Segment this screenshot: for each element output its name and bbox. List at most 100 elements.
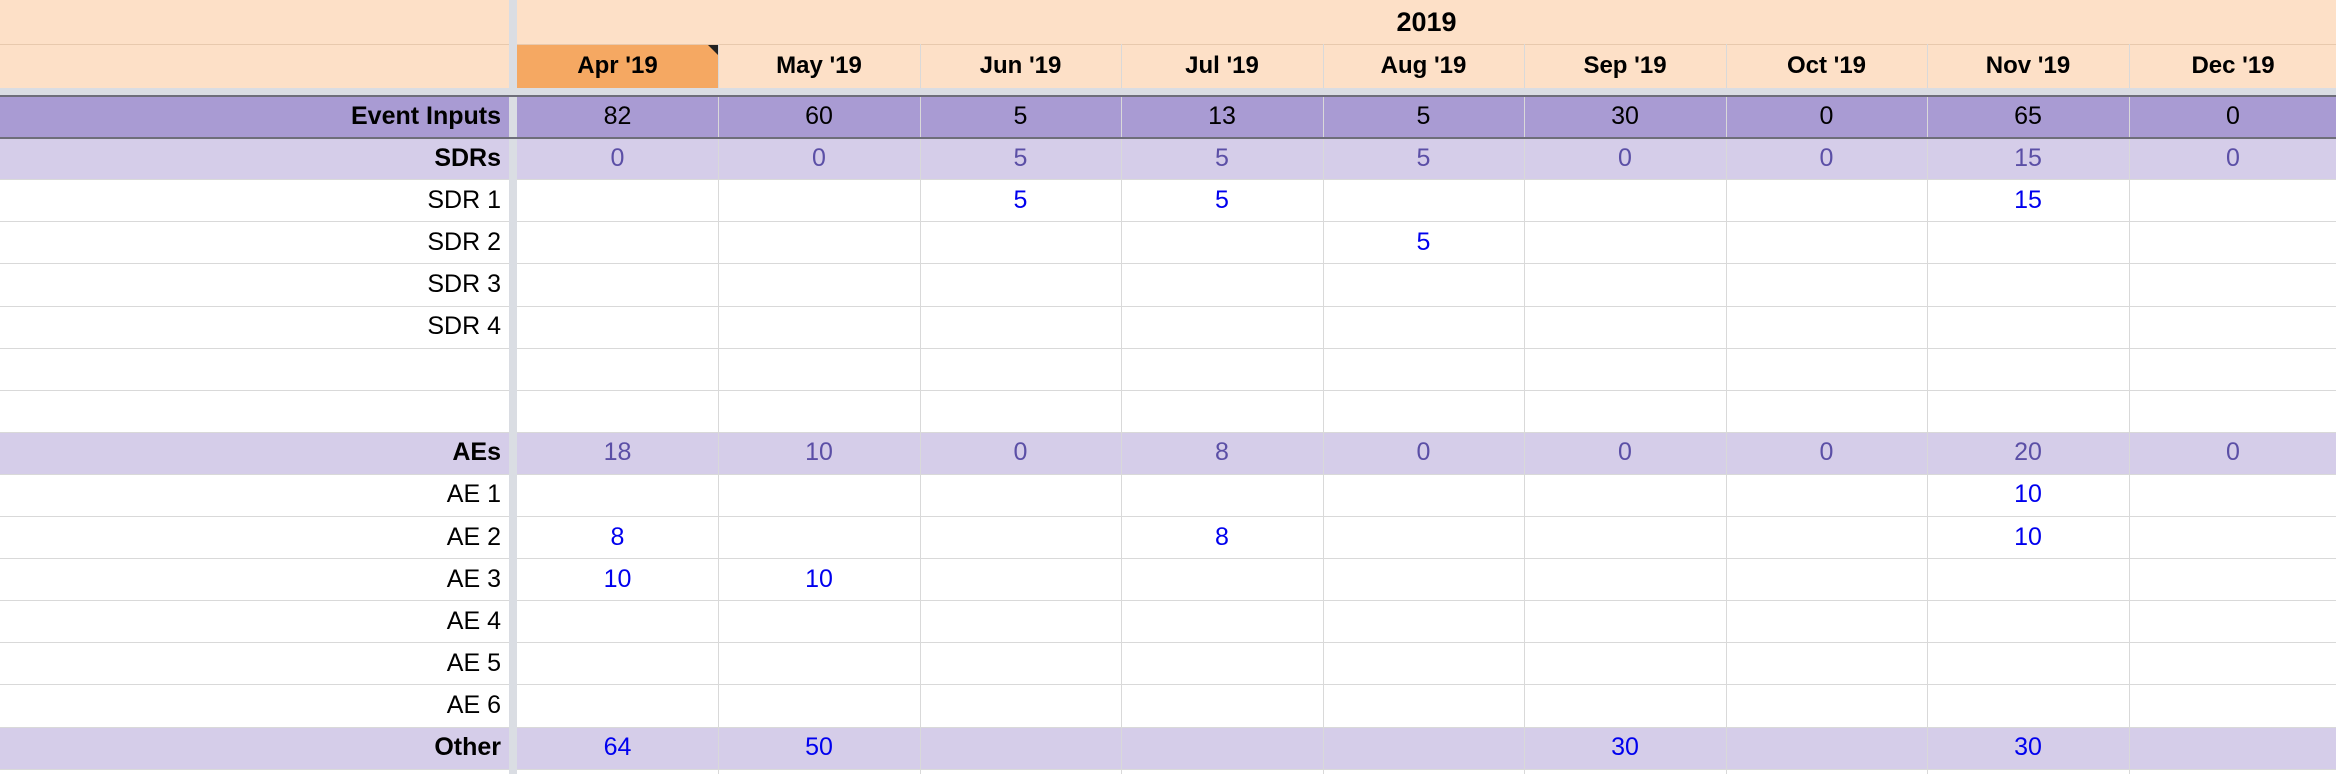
cell-r12-c2[interactable] [920, 600, 1121, 643]
frozen-row-divider[interactable] [0, 88, 2336, 95]
cell-r7-c0[interactable] [517, 389, 718, 432]
row-label-7[interactable] [0, 389, 509, 432]
cell-r11-c5[interactable] [1524, 558, 1726, 601]
cell-r7-c4[interactable] [1323, 389, 1524, 432]
cell-r6-c5[interactable] [1524, 347, 1726, 390]
row-label-13[interactable]: AE 5 [0, 642, 509, 685]
cell-r9-c3[interactable] [1121, 473, 1323, 516]
row-label-12[interactable]: AE 4 [0, 600, 509, 643]
row-label-11[interactable]: AE 3 [0, 558, 509, 601]
cell-r1-c0[interactable]: 0 [517, 137, 718, 180]
cell-r8-c7[interactable]: 20 [1927, 431, 2129, 474]
cell-r0-c2[interactable]: 5 [920, 95, 1121, 138]
row-label-8[interactable]: AEs [0, 431, 509, 474]
cell-r6-c4[interactable] [1323, 347, 1524, 390]
row-label-6[interactable] [0, 347, 509, 390]
month-header-8[interactable]: Dec '19 [2129, 44, 2336, 88]
cell-r7-c8[interactable] [2129, 389, 2336, 432]
cell-r12-c5[interactable] [1524, 600, 1726, 643]
cell-r6-c2[interactable] [920, 347, 1121, 390]
cell-r14-c7[interactable] [1927, 684, 2129, 727]
row-label-3[interactable]: SDR 2 [0, 221, 509, 264]
cell-r9-c4[interactable] [1323, 473, 1524, 516]
cell-r10-c7[interactable]: 10 [1927, 516, 2129, 559]
row-label-15[interactable]: Other [0, 726, 509, 769]
cell-r10-c0[interactable]: 8 [517, 516, 718, 559]
cell-r11-c0[interactable]: 10 [517, 558, 718, 601]
cell-r3-c3[interactable] [1121, 221, 1323, 264]
cell-r4-c4[interactable] [1323, 263, 1524, 306]
cell-r5-c8[interactable] [2129, 305, 2336, 348]
cell-r12-c7[interactable] [1927, 600, 2129, 643]
month-header-4[interactable]: Aug '19 [1323, 44, 1524, 88]
month-header-3[interactable]: Jul '19 [1121, 44, 1323, 88]
cell-r0-c6[interactable]: 0 [1726, 95, 1927, 138]
cell-r12-c8[interactable] [2129, 600, 2336, 643]
cell-r1-c8[interactable]: 0 [2129, 137, 2336, 180]
cell-r3-c7[interactable] [1927, 221, 2129, 264]
cell-r5-c0[interactable] [517, 305, 718, 348]
cell-r10-c4[interactable] [1323, 516, 1524, 559]
cell-r0-c8[interactable]: 0 [2129, 95, 2336, 138]
cell-r15-c8[interactable] [2129, 726, 2336, 769]
month-header-0[interactable]: Apr '19 [517, 44, 718, 88]
cell-r13-c8[interactable] [2129, 642, 2336, 685]
cell-r11-c1[interactable]: 10 [718, 558, 920, 601]
cell-r1-c1[interactable]: 0 [718, 137, 920, 180]
cell-r11-c4[interactable] [1323, 558, 1524, 601]
cell-r13-c5[interactable] [1524, 642, 1726, 685]
cell-r9-c2[interactable] [920, 473, 1121, 516]
cell-r6-c8[interactable] [2129, 347, 2336, 390]
cell-r12-c3[interactable] [1121, 600, 1323, 643]
cell-r10-c8[interactable] [2129, 516, 2336, 559]
cell-r8-c8[interactable]: 0 [2129, 431, 2336, 474]
cell-r1-c7[interactable]: 15 [1927, 137, 2129, 180]
cell-r5-c2[interactable] [920, 305, 1121, 348]
header-corner-cell[interactable] [0, 44, 509, 88]
cell-r4-c0[interactable] [517, 263, 718, 306]
cell-r3-c8[interactable] [2129, 221, 2336, 264]
cell-r2-c0[interactable] [517, 179, 718, 222]
cell-r3-c6[interactable] [1726, 221, 1927, 264]
cell-r13-c0[interactable] [517, 642, 718, 685]
cell-r5-c7[interactable] [1927, 305, 2129, 348]
cell-r5-c5[interactable] [1524, 305, 1726, 348]
cell-r4-c1[interactable] [718, 263, 920, 306]
cell-r6-c6[interactable] [1726, 347, 1927, 390]
cell-r0-c4[interactable]: 5 [1323, 95, 1524, 138]
cell-r5-c1[interactable] [718, 305, 920, 348]
cell-r2-c6[interactable] [1726, 179, 1927, 222]
month-header-1[interactable]: May '19 [718, 44, 920, 88]
cell-r4-c8[interactable] [2129, 263, 2336, 306]
cell-r14-c8[interactable] [2129, 684, 2336, 727]
cell-r8-c1[interactable]: 10 [718, 431, 920, 474]
row-label-9[interactable]: AE 1 [0, 473, 509, 516]
cell-r15-c1[interactable]: 50 [718, 726, 920, 769]
cell-r13-c4[interactable] [1323, 642, 1524, 685]
cell-r14-c0[interactable] [517, 684, 718, 727]
month-header-5[interactable]: Sep '19 [1524, 44, 1726, 88]
cell-r15-c3[interactable] [1121, 726, 1323, 769]
cell-r11-c6[interactable] [1726, 558, 1927, 601]
cell-r7-c5[interactable] [1524, 389, 1726, 432]
cell-r11-c3[interactable] [1121, 558, 1323, 601]
cell-r14-c1[interactable] [718, 684, 920, 727]
cell-r10-c1[interactable] [718, 516, 920, 559]
cell-r0-c3[interactable]: 13 [1121, 95, 1323, 138]
cell-r9-c5[interactable] [1524, 473, 1726, 516]
cell-r2-c4[interactable] [1323, 179, 1524, 222]
cell-r12-c6[interactable] [1726, 600, 1927, 643]
cell-r5-c3[interactable] [1121, 305, 1323, 348]
cell-r13-c7[interactable] [1927, 642, 2129, 685]
cell-r13-c3[interactable] [1121, 642, 1323, 685]
cell-r7-c6[interactable] [1726, 389, 1927, 432]
cell-r1-c2[interactable]: 5 [920, 137, 1121, 180]
cell-r9-c1[interactable] [718, 473, 920, 516]
cell-r1-c6[interactable]: 0 [1726, 137, 1927, 180]
month-header-7[interactable]: Nov '19 [1927, 44, 2129, 88]
cell-r1-c5[interactable]: 0 [1524, 137, 1726, 180]
cell-r5-c4[interactable] [1323, 305, 1524, 348]
cell-r6-c0[interactable] [517, 347, 718, 390]
cell-r14-c2[interactable] [920, 684, 1121, 727]
cell-r14-c4[interactable] [1323, 684, 1524, 727]
